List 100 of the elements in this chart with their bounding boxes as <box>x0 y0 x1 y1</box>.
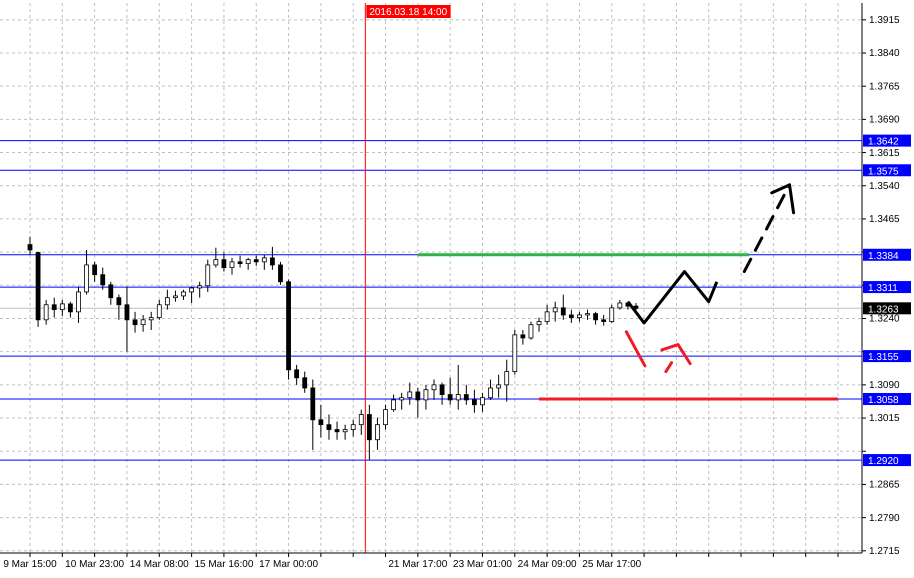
candlestick <box>415 387 420 418</box>
candlestick <box>375 417 380 450</box>
y-tick-label: 1.3015 <box>869 413 900 424</box>
ref-line-label: 1.3384 <box>868 250 900 262</box>
y-tick-label: 1.3540 <box>869 180 900 192</box>
candlestick <box>568 309 574 324</box>
candlestick <box>100 267 106 290</box>
candlestick <box>383 404 388 430</box>
x-tick-label: 23 Mar 01:00 <box>453 559 512 570</box>
y-tick-label: 1.3240 <box>869 314 900 325</box>
y-tick-label: 1.3465 <box>869 214 900 226</box>
ref-line-label: 1.3575 <box>868 166 900 178</box>
candlestick <box>464 384 469 406</box>
candlestick <box>68 301 73 318</box>
candlestick <box>552 301 558 322</box>
candlestick <box>164 289 170 310</box>
candlestick <box>440 382 444 406</box>
y-tick-label: 1.2865 <box>869 480 900 491</box>
candlestick <box>246 257 251 270</box>
candlestick <box>140 314 146 332</box>
candlestick <box>391 394 396 412</box>
y-tick-label: 1.3615 <box>869 148 900 159</box>
candlestick <box>173 290 178 302</box>
candlestick <box>270 246 275 270</box>
x-tick-label: 24 Mar 09:00 <box>518 559 578 570</box>
candlestick <box>544 304 550 326</box>
y-tick-label: 1.2715 <box>869 546 900 557</box>
ref-line-label: 1.3311 <box>868 283 898 294</box>
candlestick <box>424 384 428 410</box>
candlestick <box>577 311 582 322</box>
candlestick <box>28 236 32 256</box>
candlestick <box>407 382 412 406</box>
x-tick-label: 14 Mar 08:00 <box>130 559 190 570</box>
y-tick-label: 1.3690 <box>869 114 900 126</box>
y-tick-label: 1.3765 <box>869 81 900 92</box>
candlestick <box>480 392 485 412</box>
ref-line-label: 1.3058 <box>868 395 900 406</box>
y-tick-label: 1.3090 <box>869 380 900 392</box>
candlestick <box>189 286 194 304</box>
candlestick <box>585 309 590 320</box>
candlestick <box>399 392 404 410</box>
candlestick <box>116 294 122 320</box>
candlestick <box>213 247 218 268</box>
candlestick <box>262 254 267 270</box>
y-tick-label: 1.3840 <box>869 48 900 60</box>
candlestick <box>342 424 348 440</box>
candlestick <box>609 304 614 324</box>
candlestick <box>205 259 210 292</box>
y-tick-label: 1.3915 <box>869 15 900 26</box>
candlestick <box>222 252 226 272</box>
candlestick <box>44 299 49 326</box>
candlestick <box>124 286 130 352</box>
x-tick-label: 15 Mar 16:00 <box>194 559 254 570</box>
x-tick-label: 17 Mar 00:00 <box>259 559 318 570</box>
x-tick-label: 21 Mar 17:00 <box>388 559 448 570</box>
candlestick <box>601 314 606 326</box>
candlestick <box>156 299 162 320</box>
candlestick <box>334 421 340 440</box>
candlestick <box>528 321 534 340</box>
candlestick <box>181 289 186 300</box>
candlestick <box>318 404 324 438</box>
candlestick <box>432 379 436 400</box>
ref-line-label: 1.2920 <box>868 456 900 468</box>
x-tick-label: 10 Mar 23:00 <box>65 559 125 570</box>
ref-line-label: 1.3263 <box>868 304 900 316</box>
candlestick <box>350 419 356 438</box>
candlestick <box>504 359 510 402</box>
candlestick <box>294 364 300 386</box>
x-tick-label: 9 Mar 15:00 <box>3 559 58 570</box>
candlestick <box>60 299 65 316</box>
candlestick <box>238 255 242 268</box>
candlestick <box>456 364 461 410</box>
candlestick <box>92 261 98 282</box>
candlestick <box>76 286 81 324</box>
candlestick <box>230 257 234 276</box>
candlestick <box>488 379 493 400</box>
candlestick <box>358 409 364 436</box>
candlestick <box>560 294 566 320</box>
candlestick <box>52 297 57 318</box>
y-tick-label: 1.2790 <box>869 512 900 524</box>
candlestick <box>132 311 138 334</box>
candlestick <box>634 302 638 314</box>
x-tick-label: 25 Mar 17:00 <box>582 559 642 570</box>
ref-line-label: 1.3642 <box>868 136 900 148</box>
candlestick <box>536 317 542 332</box>
candlestick <box>496 374 502 398</box>
candlestick <box>108 281 114 306</box>
candlestick <box>254 255 259 266</box>
candlestick <box>448 377 453 406</box>
annotation: 2016.03.18 14:00 <box>369 7 448 18</box>
candlestick <box>593 311 598 326</box>
candlestick <box>326 414 332 440</box>
candlestick <box>472 389 477 414</box>
candlestick <box>302 371 308 394</box>
ref-line-label: 1.3155 <box>868 352 900 364</box>
candlestick <box>148 311 154 330</box>
candlestick <box>520 329 526 346</box>
candlestick <box>278 261 283 286</box>
candlestick <box>197 281 202 298</box>
candlestick <box>617 299 622 310</box>
